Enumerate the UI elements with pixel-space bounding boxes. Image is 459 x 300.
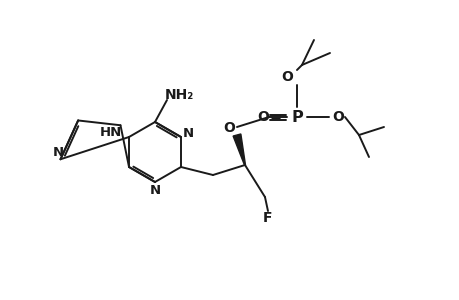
Polygon shape bbox=[233, 134, 245, 165]
Text: NH₂: NH₂ bbox=[164, 88, 193, 102]
Text: F: F bbox=[263, 211, 272, 225]
Text: O: O bbox=[331, 110, 343, 124]
Text: N: N bbox=[149, 184, 160, 196]
Text: =: = bbox=[269, 110, 281, 124]
Text: P: P bbox=[291, 110, 302, 124]
Text: N: N bbox=[182, 127, 193, 140]
Text: N: N bbox=[53, 146, 64, 159]
Text: O: O bbox=[257, 110, 269, 124]
Text: O: O bbox=[280, 70, 292, 84]
Text: O: O bbox=[223, 121, 235, 135]
Text: HN: HN bbox=[99, 126, 121, 139]
